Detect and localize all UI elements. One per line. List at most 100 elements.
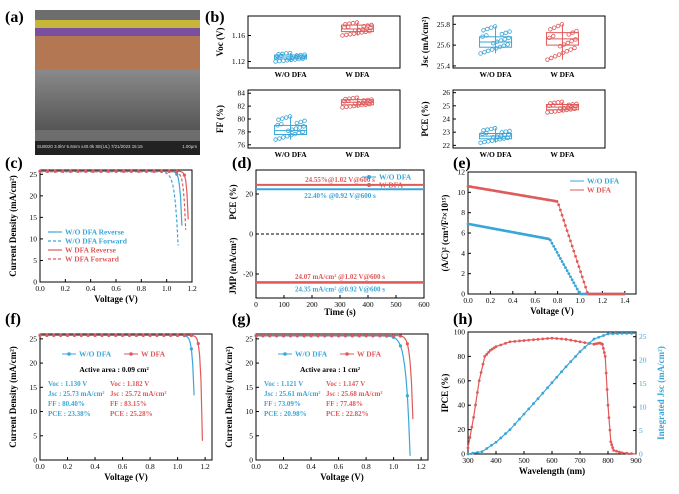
box-point <box>301 124 306 129</box>
panel-f-xtick-label: 1.2 <box>200 462 210 471</box>
panel-label-g: (g) <box>232 311 251 328</box>
spectrum-marker <box>494 345 498 349</box>
box-point <box>573 104 578 109</box>
box-point <box>489 138 495 143</box>
panel-f-stat-w: Jsc : 25.72 mA/cm² <box>110 390 167 398</box>
spectrum-marker <box>504 341 507 345</box>
panel-c-ylabel: Current Density (mA/cm²) <box>8 175 18 277</box>
spectrum-marker <box>625 332 629 335</box>
panel-f-stat-w: PCE : 25.28% <box>110 410 153 418</box>
jv-marker <box>343 333 348 338</box>
jv-marker <box>141 333 145 337</box>
box-point <box>490 40 496 46</box>
box-point <box>293 126 299 131</box>
spectrum-marker <box>630 452 633 456</box>
spectrum-marker <box>620 332 624 335</box>
box-point <box>492 126 498 131</box>
panel-b2-category: W/O DFA <box>479 70 512 79</box>
spectrum-marker <box>532 402 535 405</box>
spectrum-marker <box>610 443 614 447</box>
box-point <box>279 53 284 59</box>
panel-b2-category: W DFA <box>550 70 575 79</box>
panel-label-d: (d) <box>232 155 252 172</box>
panel-d-annotation: 24.55%@1.02 V@600 s <box>305 176 375 184</box>
box-point <box>277 136 282 141</box>
jv-marker <box>309 333 313 338</box>
box-point <box>485 127 490 132</box>
panel-d-xtick-label: 300 <box>334 300 346 309</box>
spectrum-marker <box>527 338 531 342</box>
sem-scalebar-label: 1.00μm <box>182 144 197 149</box>
jv-marker <box>405 394 409 398</box>
box-point <box>574 28 579 34</box>
panel-d-legend-label: W DFA <box>379 181 404 190</box>
panel-c-xtick-label: 0.0 <box>35 284 45 293</box>
panel-d-ytick-label: 20 <box>246 190 254 199</box>
spectrum-marker <box>536 337 540 341</box>
jv-marker <box>189 333 193 338</box>
box-point <box>568 47 573 52</box>
panel-d-ytick-label: -20 <box>243 270 253 279</box>
panel-b4-ytick-label: 22 <box>443 141 451 150</box>
jv-marker <box>189 347 193 351</box>
box-point <box>368 99 373 105</box>
spectrum-marker <box>560 337 563 341</box>
panel-label-a: (a) <box>5 9 24 26</box>
box-point <box>481 28 486 33</box>
box-point <box>485 26 490 32</box>
box-point <box>503 30 508 36</box>
panel-b1-category: W/O DFA <box>274 70 307 79</box>
panel-b3-category: W DFA <box>345 150 370 159</box>
box-point <box>300 129 305 135</box>
panel-b2-ytick-label: 25.6 <box>437 41 450 50</box>
box-point <box>279 121 284 127</box>
spectrum-marker <box>605 388 609 391</box>
spectrum-marker <box>611 446 615 450</box>
box-point <box>493 46 499 51</box>
jv-marker <box>336 333 341 338</box>
panel-g-ytick-label: 20 <box>246 359 254 368</box>
spectrum-marker <box>527 407 531 411</box>
panel-h-ytick-right-label: 25 <box>639 332 647 341</box>
spectrum-marker <box>471 451 475 455</box>
panel-b4-category: W DFA <box>550 150 575 159</box>
panel-d-ytick-label: 0 <box>249 230 253 239</box>
spectrum-marker <box>522 412 526 416</box>
panel-g-stat-w: Voc : 1.147 V <box>326 380 365 388</box>
panel-h-ytick-label: 60 <box>458 376 466 385</box>
panel-f-stat-wo: PCE : 23.38% <box>48 410 91 418</box>
panel-g-stat-w: PCE : 22.82% <box>326 410 369 418</box>
panel-b3-ytick-label: 82 <box>238 102 246 111</box>
jv-marker <box>254 333 258 338</box>
box-point <box>569 38 574 44</box>
panel-d-xlabel: Time (s) <box>324 307 356 317</box>
box-point <box>551 33 556 39</box>
panel-e-xtick-label: 1.0 <box>575 296 585 305</box>
panel-g-legend-label: W/O DFA <box>295 350 328 359</box>
panel-c-ytick-label: 5 <box>33 256 37 265</box>
box-point <box>549 109 554 115</box>
spectrum-marker <box>499 343 503 347</box>
box-point <box>369 97 374 102</box>
jv-marker <box>162 333 166 337</box>
spectrum-marker <box>564 365 568 369</box>
panel-g-ytick-label: 5 <box>249 431 253 440</box>
panel-c-xlabel: Voltage (V) <box>94 294 137 304</box>
box-point <box>505 42 510 47</box>
panel-f-xtick-label: 0.2 <box>63 462 73 471</box>
panel-d-xtick-label: 100 <box>278 300 290 309</box>
panel-c-xtick-label: 0.4 <box>86 284 96 293</box>
spectrum-marker <box>609 440 613 444</box>
panel-h-ytick-label: 80 <box>458 352 466 361</box>
panel-b4-axes-frame <box>452 89 606 149</box>
sem-top-gold-layer <box>35 20 200 28</box>
box-point <box>505 135 510 141</box>
sem-purple-layer <box>35 28 200 36</box>
jv-marker <box>176 333 180 337</box>
mott-schottky-point <box>622 292 626 296</box>
panel-e-xlabel: Voltage (V) <box>530 306 573 316</box>
panel-b3-ytick-label: 78 <box>238 127 246 136</box>
jv-marker <box>281 333 286 338</box>
box-point <box>547 35 552 40</box>
box-point <box>275 123 280 128</box>
